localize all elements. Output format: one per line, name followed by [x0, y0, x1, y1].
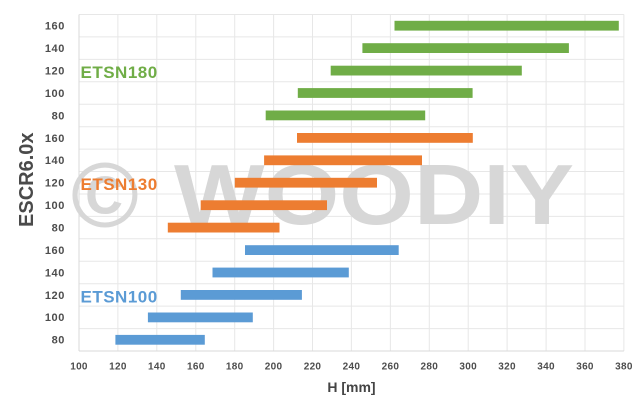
- svg-text:300: 300: [459, 362, 477, 373]
- svg-text:120: 120: [45, 178, 65, 190]
- svg-text:80: 80: [52, 110, 65, 122]
- svg-text:140: 140: [45, 43, 65, 55]
- svg-text:140: 140: [45, 267, 65, 279]
- svg-text:160: 160: [45, 133, 65, 145]
- svg-text:140: 140: [45, 155, 65, 167]
- svg-text:120: 120: [45, 66, 65, 78]
- svg-text:160: 160: [45, 245, 65, 257]
- svg-text:380: 380: [615, 362, 633, 373]
- svg-text:ETSN180: ETSN180: [81, 63, 158, 82]
- svg-text:200: 200: [265, 362, 283, 373]
- svg-text:120: 120: [109, 362, 127, 373]
- svg-text:160: 160: [187, 362, 205, 373]
- svg-text:340: 340: [537, 362, 555, 373]
- svg-text:ETSN100: ETSN100: [81, 287, 158, 306]
- svg-text:320: 320: [498, 362, 516, 373]
- svg-text:ETSN130: ETSN130: [81, 175, 158, 194]
- svg-text:80: 80: [52, 223, 65, 235]
- svg-text:©: ©: [71, 145, 139, 247]
- svg-text:260: 260: [382, 362, 400, 373]
- svg-text:H [mm]: H [mm]: [327, 379, 375, 395]
- svg-text:280: 280: [421, 362, 439, 373]
- svg-text:100: 100: [45, 200, 65, 212]
- svg-text:140: 140: [148, 362, 166, 373]
- svg-text:100: 100: [45, 88, 65, 100]
- svg-text:100: 100: [45, 312, 65, 324]
- svg-text:120: 120: [45, 290, 65, 302]
- svg-text:80: 80: [52, 335, 65, 347]
- svg-text:240: 240: [343, 362, 361, 373]
- svg-text:220: 220: [304, 362, 322, 373]
- svg-text:360: 360: [576, 362, 594, 373]
- svg-text:ESCR6.0x: ESCR6.0x: [16, 132, 38, 227]
- svg-text:160: 160: [45, 21, 65, 33]
- svg-text:100: 100: [70, 362, 88, 373]
- svg-text:180: 180: [226, 362, 244, 373]
